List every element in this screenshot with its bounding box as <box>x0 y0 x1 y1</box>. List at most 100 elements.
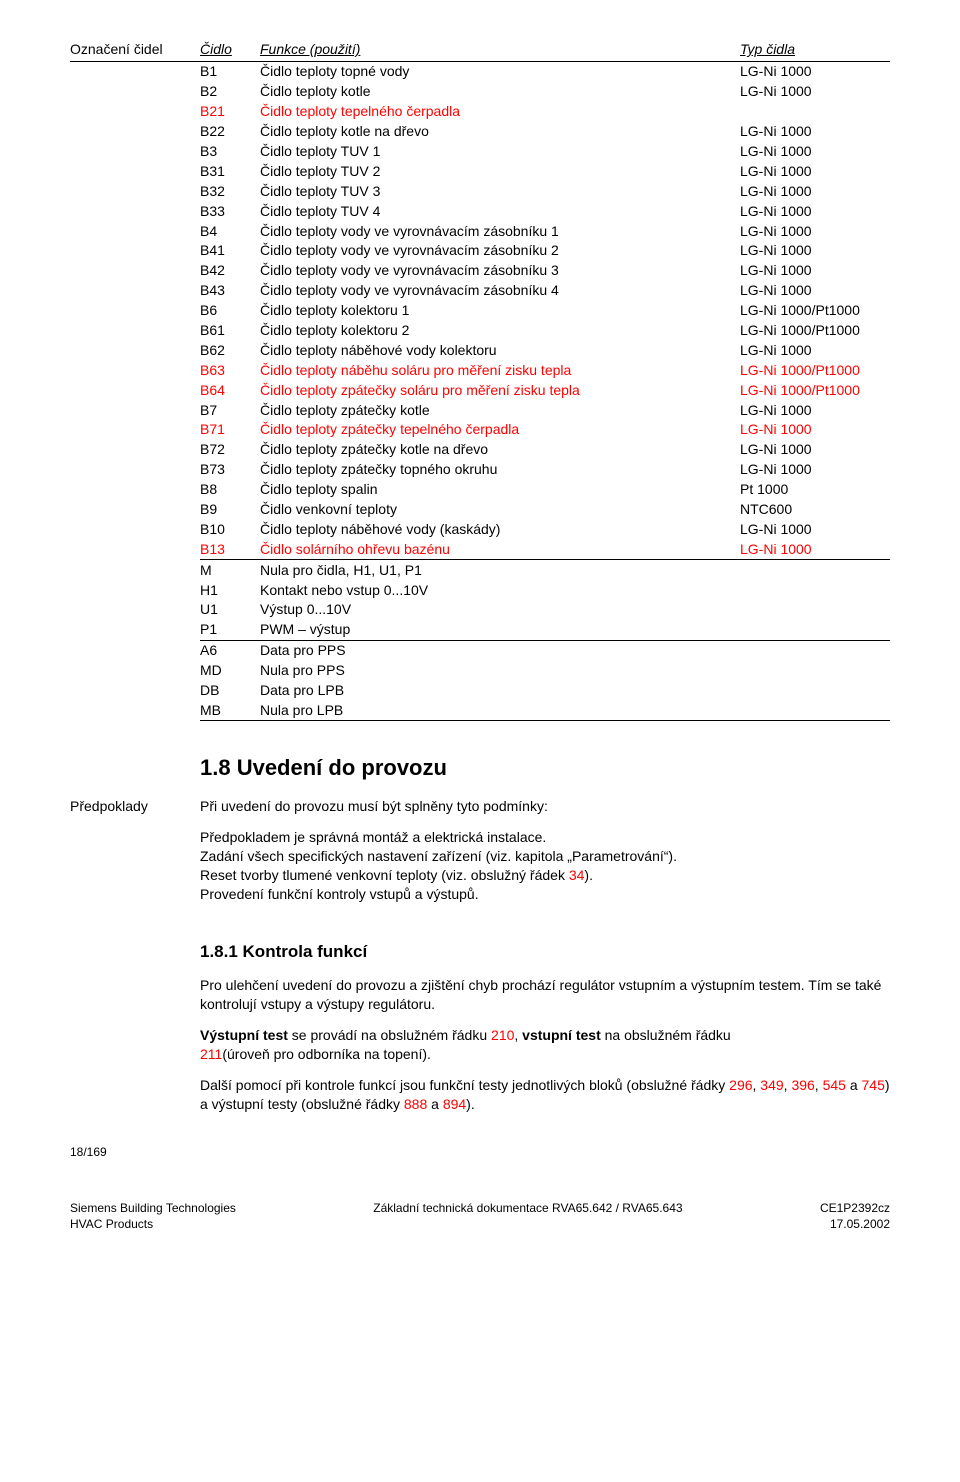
cell-funkce: Čidlo teploty zpátečky kotle na dřevo <box>260 440 740 459</box>
s18-p1: Při uvedení do provozu musí být splněny … <box>200 797 890 816</box>
s181-p3-s7: ). <box>466 1096 475 1112</box>
cell-cidlo: H1 <box>200 581 260 600</box>
footer-left: Siemens Building Technologies HVAC Produ… <box>70 1200 236 1232</box>
footer-right2: 17.05.2002 <box>830 1217 890 1231</box>
column-header-funkce: Funkce (použití) <box>260 40 740 59</box>
cell-funkce: Čidlo teploty TUV 1 <box>260 142 740 161</box>
cell-cidlo: P1 <box>200 620 260 639</box>
s181-p3-n7: 894 <box>443 1096 466 1112</box>
cell-typ: LG-Ni 1000 <box>740 82 890 101</box>
cell-typ: LG-Ni 1000 <box>740 520 890 539</box>
cell-cidlo: A6 <box>200 641 260 660</box>
table-row: B63Čidlo teploty náběhu soláru pro měřen… <box>200 360 890 380</box>
cell-typ: LG-Ni 1000 <box>740 122 890 141</box>
cell-typ: LG-Ni 1000/Pt1000 <box>740 321 890 340</box>
table-row: P1PWM – výstup <box>200 620 890 640</box>
cell-typ: LG-Ni 1000 <box>740 261 890 280</box>
cell-funkce: PWM – výstup <box>260 620 740 639</box>
s181-p3-n2: 349 <box>760 1077 783 1093</box>
footer-left2: HVAC Products <box>70 1217 153 1231</box>
s181-p3-n3: 396 <box>791 1077 814 1093</box>
s18-p2b: Zadání všech specifických nastavení zaří… <box>200 848 677 864</box>
table-row: B7Čidlo teploty zpátečky kotleLG-Ni 1000 <box>200 400 890 420</box>
table-row: B4Čidlo teploty vody ve vyrovnávacím zás… <box>200 221 890 241</box>
sensor-table-group-2: MNula pro čidla, H1, U1, P1H1Kontakt neb… <box>200 560 890 640</box>
cell-typ: LG-Ni 1000 <box>740 202 890 221</box>
cell-typ <box>740 561 890 580</box>
cell-typ <box>740 701 890 720</box>
cell-funkce: Nula pro čidla, H1, U1, P1 <box>260 561 740 580</box>
cell-cidlo: B6 <box>200 301 260 320</box>
cell-funkce: Čidlo venkovní teploty <box>260 500 740 519</box>
s181-p3-n6: 888 <box>404 1096 427 1112</box>
table-row: B41Čidlo teploty vody ve vyrovnávacím zá… <box>200 241 890 261</box>
cell-funkce: Čidlo teploty náběhu soláru pro měření z… <box>260 361 740 380</box>
cell-cidlo: B43 <box>200 281 260 300</box>
cell-funkce: Čidlo teploty zpátečky soláru pro měření… <box>260 381 740 400</box>
cell-typ <box>740 661 890 680</box>
cell-typ: LG-Ni 1000 <box>740 341 890 360</box>
s181-p3-s3: , <box>815 1077 823 1093</box>
side-label-predpoklady: Předpoklady <box>70 797 200 816</box>
table-row: B62Čidlo teploty náběhové vody kolektoru… <box>200 340 890 360</box>
cell-cidlo: B32 <box>200 182 260 201</box>
cell-funkce: Čidlo teploty náběhové vody kolektoru <box>260 341 740 360</box>
cell-cidlo: B31 <box>200 162 260 181</box>
s18-p2: Předpokladem je správná montáž a elektri… <box>200 828 890 904</box>
table-row: H1Kontakt nebo vstup 0...10V <box>200 580 890 600</box>
cell-cidlo: B10 <box>200 520 260 539</box>
section-1-8-body: Při uvedení do provozu musí být splněny … <box>200 797 890 903</box>
table-row: B33Čidlo teploty TUV 4LG-Ni 1000 <box>200 201 890 221</box>
table-row: B72Čidlo teploty zpátečky kotle na dřevo… <box>200 440 890 460</box>
cell-typ: LG-Ni 1000/Pt1000 <box>740 301 890 320</box>
cell-typ: LG-Ni 1000 <box>740 162 890 181</box>
section-1-8-heading: 1.8 Uvedení do provozu <box>200 753 890 783</box>
sensor-table-group-3: A6Data pro PPSMDNula pro PPSDBData pro L… <box>200 641 890 721</box>
column-header-cidlo: Čidlo <box>200 40 260 59</box>
cell-typ <box>740 102 890 121</box>
table-row: B21Čidlo teploty tepelného čerpadla <box>200 102 890 122</box>
table-row: B1Čidlo teploty topné vodyLG-Ni 1000 <box>200 62 890 82</box>
cell-cidlo: MD <box>200 661 260 680</box>
s18-p2c-num: 34 <box>569 867 585 883</box>
section-1-8-1-body: Pro ulehčení uvedení do provozu a zjiště… <box>200 976 890 1113</box>
table-row: B42Čidlo teploty vody ve vyrovnávacím zá… <box>200 261 890 281</box>
cell-typ: LG-Ni 1000 <box>740 460 890 479</box>
s181-p3-a: Další pomocí při kontrole funkcí jsou fu… <box>200 1077 729 1093</box>
table-row: MBNula pro LPB <box>200 700 890 720</box>
cell-funkce: Čidlo teploty zpátečky kotle <box>260 401 740 420</box>
cell-funkce: Čidlo teploty kolektoru 2 <box>260 321 740 340</box>
table-row: B8Čidlo teploty spalinPt 1000 <box>200 480 890 500</box>
table-row: B9Čidlo venkovní teplotyNTC600 <box>200 499 890 519</box>
cell-funkce: Čidlo teploty zpátečky tepelného čerpadl… <box>260 420 740 439</box>
cell-typ <box>740 681 890 700</box>
table-row: A6Data pro PPS <box>200 641 890 661</box>
cell-typ: LG-Ni 1000/Pt1000 <box>740 381 890 400</box>
table-row: B64Čidlo teploty zpátečky soláru pro měř… <box>200 380 890 400</box>
s181-p2-b1: Výstupní test <box>200 1027 288 1043</box>
table-row: B3Čidlo teploty TUV 1LG-Ni 1000 <box>200 141 890 161</box>
table-row: B2Čidlo teploty kotleLG-Ni 1000 <box>200 82 890 102</box>
cell-typ <box>740 581 890 600</box>
separator-3 <box>200 720 890 721</box>
cell-cidlo: B64 <box>200 381 260 400</box>
s181-p2-b2: vstupní test <box>522 1027 601 1043</box>
s181-p2-n1: 210 <box>491 1027 514 1043</box>
cell-cidlo: B41 <box>200 241 260 260</box>
cell-typ: LG-Ni 1000 <box>740 281 890 300</box>
cell-funkce: Čidlo teploty tepelného čerpadla <box>260 102 740 121</box>
cell-cidlo: B1 <box>200 62 260 81</box>
table-row: B73Čidlo teploty zpátečky topného okruhu… <box>200 460 890 480</box>
cell-cidlo: B8 <box>200 480 260 499</box>
table-row: MDNula pro PPS <box>200 661 890 681</box>
cell-funkce: Čidlo teploty zpátečky topného okruhu <box>260 460 740 479</box>
cell-funkce: Data pro LPB <box>260 681 740 700</box>
cell-typ <box>740 600 890 619</box>
s181-p3-n5: 745 <box>862 1077 885 1093</box>
s181-p2-tail: (úroveň pro odborníka na topení). <box>222 1046 431 1062</box>
cell-typ: LG-Ni 1000 <box>740 62 890 81</box>
s181-p3: Další pomocí při kontrole funkcí jsou fu… <box>200 1076 890 1114</box>
footer-center: Základní technická dokumentace RVA65.642… <box>373 1200 682 1232</box>
cell-cidlo: B73 <box>200 460 260 479</box>
column-header-typ: Typ čidla <box>740 40 890 59</box>
